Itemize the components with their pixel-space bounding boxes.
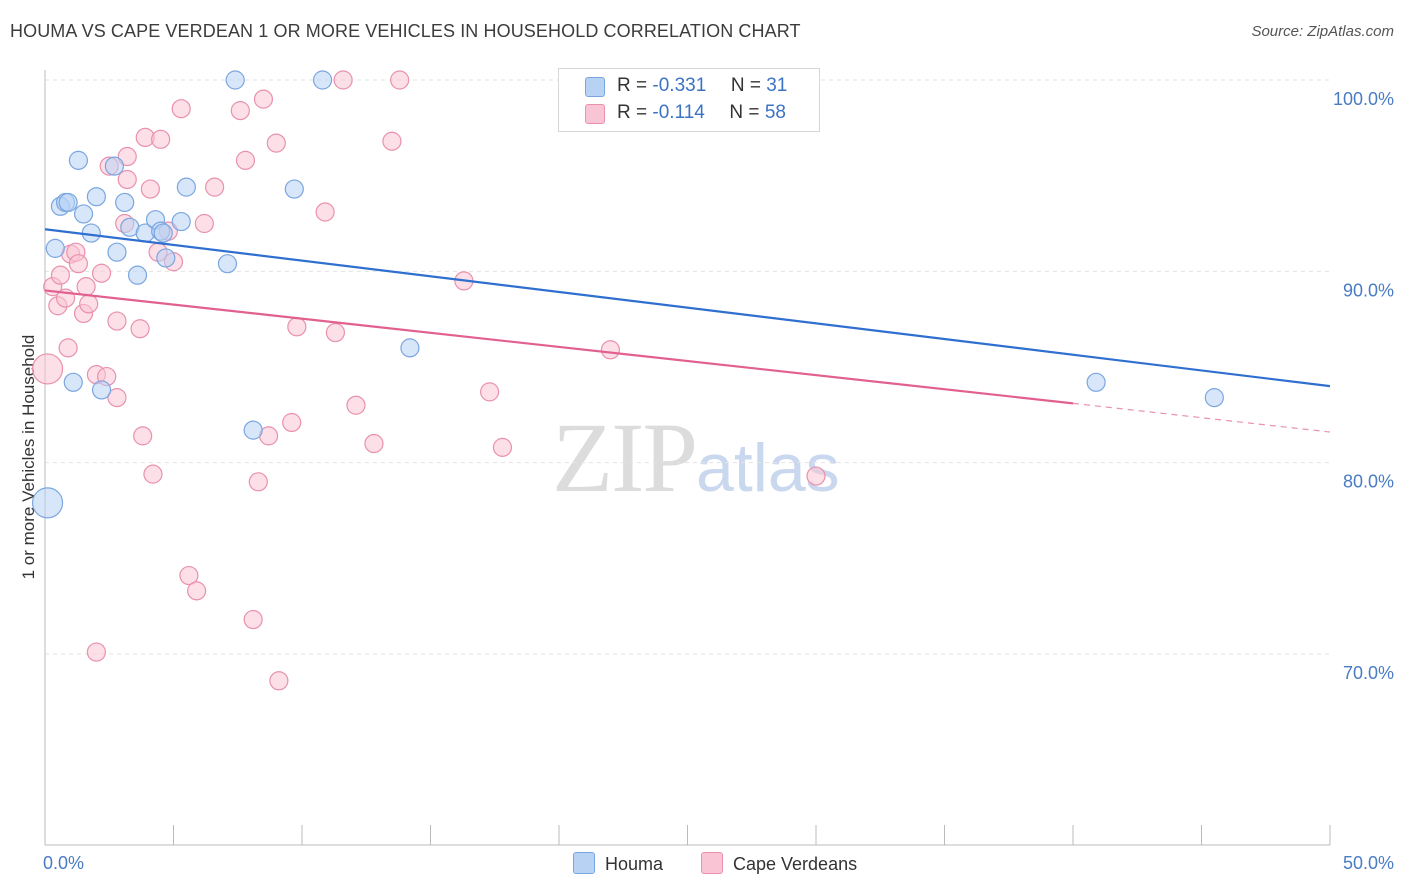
- legend-cape-r-value: -0.114: [652, 102, 705, 123]
- legend-swatch-houma: [585, 77, 605, 97]
- cape-point: [492, 437, 513, 457]
- cape-point: [364, 433, 384, 454]
- cape-point: [315, 202, 335, 222]
- cape-point: [243, 609, 263, 630]
- houma-point: [73, 204, 94, 224]
- legend-houma-r-label: R =: [617, 75, 648, 96]
- stats-legend: R = -0.331 N = 31 R = -0.114 N = 58: [558, 68, 820, 132]
- houma-point: [115, 192, 135, 213]
- houma-point: [91, 380, 112, 400]
- y-tick-label: 70.0%: [1343, 663, 1394, 683]
- cape-point: [266, 133, 286, 153]
- y-tick-label: 100.0%: [1333, 89, 1394, 109]
- x-tick-label: 50.0%: [1343, 853, 1394, 873]
- houma-trend-line: [44, 228, 1331, 388]
- houma-point: [31, 487, 64, 519]
- chart-title: HOUMA VS CAPE VERDEAN 1 OR MORE VEHICLES…: [10, 21, 801, 41]
- cape-point: [31, 353, 64, 385]
- houma-point: [1086, 372, 1106, 392]
- houma-point: [45, 238, 65, 258]
- houma-point: [153, 223, 173, 243]
- cape-point: [130, 319, 150, 339]
- legend-cape-n-label: N =: [729, 102, 760, 123]
- cape-point: [600, 340, 621, 360]
- cape-point: [117, 146, 137, 167]
- legend-houma-r-value: -0.331: [652, 75, 707, 96]
- legend-houma-n-label: N =: [730, 75, 761, 96]
- cape-point: [50, 265, 71, 285]
- cape-point: [230, 101, 250, 121]
- cape-point: [325, 322, 346, 343]
- houma-point: [312, 70, 333, 90]
- cape-point: [187, 581, 207, 601]
- bottom-legend-houma-swatch: [573, 852, 595, 874]
- houma-point: [176, 177, 196, 197]
- cape-point: [346, 395, 366, 415]
- bottom-legend-houma: Houma: [573, 852, 663, 875]
- y-tick-label: 90.0%: [1343, 280, 1394, 300]
- houma-point: [68, 150, 89, 170]
- cape-point: [253, 89, 274, 109]
- houma-point: [107, 242, 127, 262]
- cape-point: [117, 169, 137, 190]
- cape-point: [140, 179, 160, 199]
- cape-point: [76, 277, 96, 297]
- houma-point: [217, 254, 238, 274]
- cape-trend-line: [44, 289, 1074, 405]
- houma-point: [284, 179, 304, 199]
- houma-point: [63, 372, 83, 392]
- cape-point: [390, 70, 410, 90]
- cape-point: [58, 338, 78, 358]
- bottom-legend-houma-label: Houma: [605, 854, 664, 874]
- cape-point: [269, 671, 289, 691]
- cape-point: [86, 642, 107, 662]
- cape-point: [480, 382, 500, 402]
- bottom-legend-cape-label: Cape Verdeans: [733, 854, 858, 874]
- cape-point: [287, 317, 307, 337]
- houma-point: [58, 192, 78, 213]
- x-tick-label: 0.0%: [43, 853, 84, 873]
- cape-point: [68, 254, 89, 274]
- y-tick-label: 80.0%: [1343, 472, 1394, 492]
- houma-point: [400, 338, 420, 358]
- cape-point: [143, 464, 163, 484]
- houma-point: [127, 265, 148, 285]
- houma-point: [171, 211, 191, 232]
- legend-row-cape: R = -0.114 N = 58: [617, 102, 786, 124]
- cape-point: [171, 99, 191, 119]
- houma-point: [1204, 388, 1224, 408]
- cape-point: [235, 150, 256, 170]
- cape-point: [133, 426, 153, 446]
- watermark-zip: ZIP: [552, 402, 698, 513]
- bottom-legend-cape-swatch: [701, 852, 723, 874]
- cape-point: [205, 177, 225, 197]
- bottom-legend-cape: Cape Verdeans: [701, 852, 857, 875]
- cape-point: [79, 294, 99, 314]
- cape-point: [248, 472, 268, 492]
- source-label: Source: ZipAtlas.com: [1251, 23, 1394, 40]
- houma-point: [225, 70, 245, 90]
- cape-point: [91, 263, 112, 283]
- houma-point: [104, 156, 124, 176]
- legend-cape-r-label: R =: [617, 102, 648, 123]
- legend-cape-n-value: 58: [764, 102, 786, 123]
- cape-point: [282, 412, 302, 433]
- cape-trend-extrapolation: [1072, 402, 1331, 433]
- cape-point: [806, 466, 826, 486]
- cape-point: [151, 129, 171, 149]
- cape-point: [382, 131, 402, 151]
- y-axis-label: 1 or more Vehicles in Household: [19, 335, 38, 580]
- houma-point: [243, 420, 263, 440]
- cape-point: [107, 388, 127, 408]
- houma-point: [86, 187, 107, 207]
- cape-point: [333, 70, 353, 90]
- cape-point: [179, 565, 199, 586]
- houma-point: [156, 248, 176, 268]
- cape-point: [107, 311, 127, 331]
- cape-point: [194, 213, 214, 234]
- legend-row-houma: R = -0.331 N = 31: [617, 75, 787, 97]
- legend-houma-n-value: 31: [766, 75, 788, 96]
- legend-swatch-cape: [585, 104, 605, 124]
